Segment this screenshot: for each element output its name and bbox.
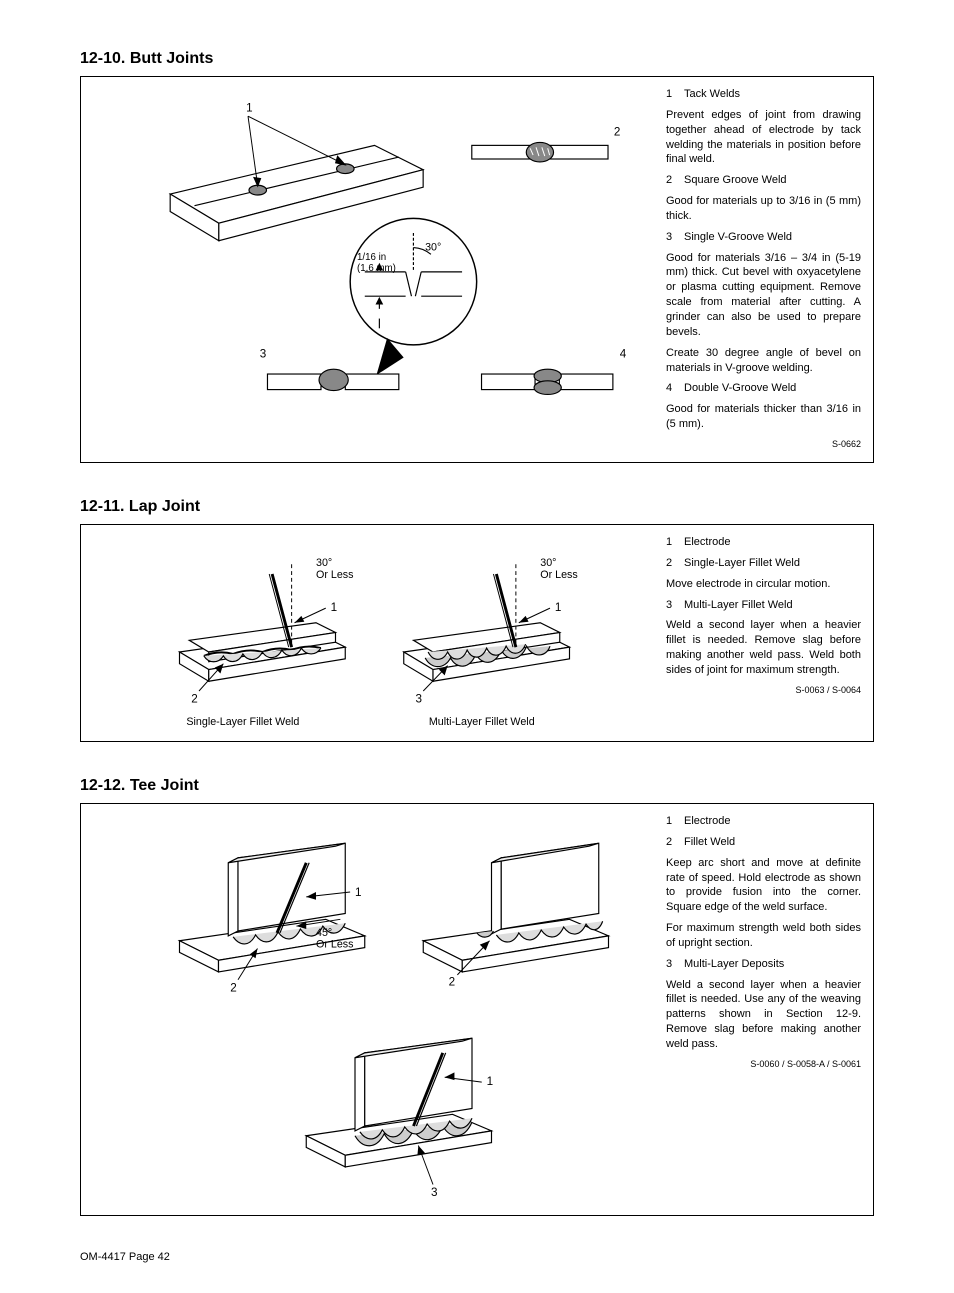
svg-text:Or Less: Or Less: [540, 569, 578, 581]
svg-text:2: 2: [191, 693, 198, 706]
svg-text:30°: 30°: [540, 557, 556, 569]
svg-text:1: 1: [555, 601, 562, 614]
lap-svg: 30° Or Less 1 2 Single-Layer Fillet Weld: [93, 535, 656, 730]
svg-text:3: 3: [431, 1186, 438, 1199]
legend-2: Single-Layer Fillet Weld: [684, 557, 800, 569]
text-column-lap: 1Electrode 2Single-Layer Fillet Weld Mov…: [666, 535, 861, 735]
legend-3: Multi-Layer Deposits: [684, 958, 784, 970]
page-footer: OM-4417 Page 42: [80, 1251, 874, 1263]
svg-text:30°: 30°: [316, 557, 332, 569]
callout-2: 2: [614, 126, 620, 139]
figure-box-lap: 30° Or Less 1 2 Single-Layer Fillet Weld: [80, 524, 874, 742]
section-lap-joint: 12-11. Lap Joint: [80, 498, 874, 742]
section-title: 12-10. Butt Joints: [80, 50, 874, 68]
legend-2: Fillet Weld: [684, 836, 735, 848]
svg-text:1: 1: [355, 886, 362, 899]
ref-code: S-0063 / S-0064: [666, 684, 861, 696]
svg-text:2: 2: [230, 981, 237, 994]
callout-3: 3: [260, 347, 266, 360]
detail-dim2: (1.6 mm): [357, 263, 396, 274]
butt-svg: 1 2: [93, 87, 656, 447]
svg-text:45°: 45°: [316, 927, 332, 939]
para-4: Good for materials thicker than 3/16 in …: [666, 402, 861, 432]
svg-text:1: 1: [487, 1075, 494, 1088]
section-tee-joint: 12-12. Tee Joint: [80, 777, 874, 1216]
tee-svg: 1 45° Or Less 2: [93, 814, 656, 1204]
legend-4: Double V-Groove Weld: [684, 382, 796, 394]
figure-box-tee: 1 45° Or Less 2: [80, 803, 874, 1216]
detail-dim: 1/16 in: [357, 252, 386, 263]
diagram-butt: 1 2: [93, 87, 656, 456]
diagram-tee: 1 45° Or Less 2: [93, 814, 656, 1209]
callout-1: 1: [246, 101, 252, 114]
figure-box-butt: 1 2: [80, 76, 874, 463]
legend-1: Electrode: [684, 815, 730, 827]
para-3: Good for materials 3/16 – 3/4 in (5-19 m…: [666, 251, 861, 340]
para-3: Weld a second layer when a heavier fille…: [666, 618, 861, 677]
ref-code: S-0060 / S-0058-A / S-0061: [666, 1058, 861, 1070]
svg-text:2: 2: [449, 976, 456, 989]
para-2: Good for materials up to 3/16 in (5 mm) …: [666, 194, 861, 224]
para-2: Move electrode in circular motion.: [666, 577, 861, 592]
svg-text:3: 3: [415, 693, 422, 706]
callout-4: 4: [620, 347, 627, 360]
para-3b: Create 30 degree angle of bevel on mater…: [666, 346, 861, 376]
section-title: 12-11. Lap Joint: [80, 498, 874, 516]
para-2: Keep arc short and move at definite rate…: [666, 856, 861, 915]
legend-1: Electrode: [684, 536, 730, 548]
para-3: Weld a second layer when a heavier fille…: [666, 978, 861, 1052]
legend-3: Single V-Groove Weld: [684, 231, 792, 243]
svg-text:Or Less: Or Less: [316, 569, 354, 581]
para-1: Prevent edges of joint from drawing toge…: [666, 108, 861, 167]
caption-b: Multi-Layer Fillet Weld: [429, 716, 535, 728]
section-butt-joints: 12-10. Butt Joints: [80, 50, 874, 463]
diagram-lap: 30° Or Less 1 2 Single-Layer Fillet Weld: [93, 535, 656, 735]
legend-2: Square Groove Weld: [684, 174, 787, 186]
svg-text:Or Less: Or Less: [316, 939, 354, 951]
text-column-butt: 1Tack Welds Prevent edges of joint from …: [666, 87, 861, 456]
legend-3: Multi-Layer Fillet Weld: [684, 599, 793, 611]
section-title: 12-12. Tee Joint: [80, 777, 874, 795]
svg-text:1: 1: [331, 601, 338, 614]
para-2b: For maximum strength weld both sides of …: [666, 921, 861, 951]
detail-angle: 30°: [425, 241, 441, 253]
ref-code: S-0662: [666, 438, 861, 450]
text-column-tee: 1Electrode 2Fillet Weld Keep arc short a…: [666, 814, 861, 1209]
legend-1: Tack Welds: [684, 88, 740, 100]
caption-a: Single-Layer Fillet Weld: [186, 716, 299, 728]
